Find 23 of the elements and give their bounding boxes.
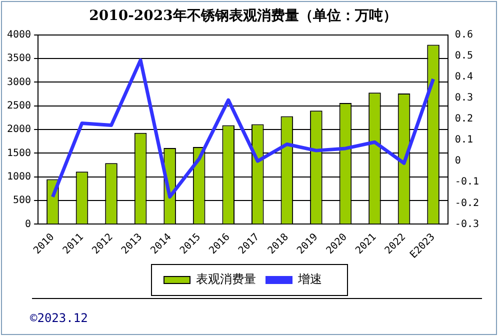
y-tick-label: 500 xyxy=(13,195,32,206)
y2-tick-label: 0.1 xyxy=(454,134,473,146)
y-tick-label: 3500 xyxy=(6,53,32,64)
y2-tick-label: 0.2 xyxy=(454,114,473,125)
y-tick-label: 1500 xyxy=(6,148,32,159)
y-tick-label: 2500 xyxy=(6,100,32,112)
y2-tick-label: -0.1 xyxy=(454,176,480,188)
y-tick-label: 2000 xyxy=(6,124,32,136)
y2-tick-label: 0.3 xyxy=(454,92,473,104)
legend-label: 表观消费量 xyxy=(196,272,256,286)
legend-label: 增速 xyxy=(297,272,322,286)
text: ©2023.12 xyxy=(30,311,88,325)
y-tick-label: 4000 xyxy=(6,29,32,40)
y2-tick-label: -0.2 xyxy=(454,198,480,209)
y2-tick-label: 0.6 xyxy=(454,29,473,40)
y-tick-label: 3000 xyxy=(6,76,32,88)
chart-title: 2010-2023年不锈钢表观消费量（单位：万吨） xyxy=(89,8,397,24)
y-tick-label: 1000 xyxy=(6,171,32,182)
y2-tick-label: 0.4 xyxy=(454,71,473,82)
y2-tick-label: 0.5 xyxy=(454,50,473,62)
y2-tick-label: -0.3 xyxy=(454,218,480,230)
y2-tick-label: 0 xyxy=(454,156,461,167)
y-tick-label: 0 xyxy=(25,218,32,230)
